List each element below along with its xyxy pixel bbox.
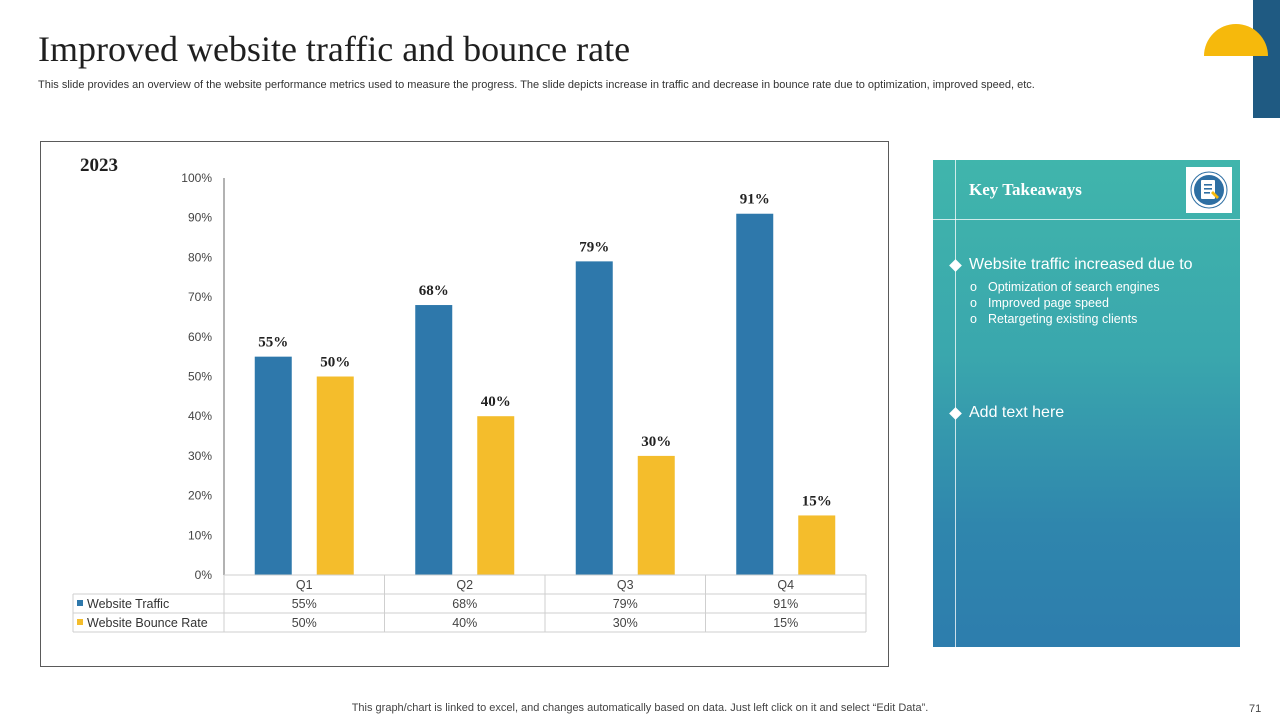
data-label: 68% — [419, 283, 449, 299]
bar-bounce-rate — [637, 455, 675, 575]
takeaways-title: Key Takeaways — [969, 180, 1082, 199]
takeaway-subpoint: o Retargeting existing clients — [970, 312, 1138, 326]
category-label: Q4 — [777, 578, 794, 592]
y-tick-label: 40% — [188, 409, 212, 423]
table-value: 55% — [292, 597, 317, 611]
data-label: 40% — [481, 394, 511, 410]
slide-title: Improved website traffic and bounce rate — [38, 29, 631, 69]
bar-bounce-rate — [477, 416, 515, 575]
point-diamond-icon — [949, 407, 962, 420]
sub-bullet: o — [970, 296, 977, 310]
table-value: 79% — [613, 597, 638, 611]
table-value: 40% — [452, 616, 477, 630]
legend-swatch — [77, 600, 83, 606]
takeaway-subpoint: o Improved page speed — [970, 296, 1109, 310]
bar-bounce-rate — [798, 515, 836, 575]
data-label: 30% — [641, 434, 671, 450]
table-value: 50% — [292, 616, 317, 630]
data-label: 50% — [320, 355, 350, 371]
table-value: 68% — [452, 597, 477, 611]
bar-traffic — [575, 261, 613, 575]
table-value: 15% — [773, 616, 798, 630]
bar-traffic — [736, 213, 774, 575]
category-label: Q2 — [456, 578, 473, 592]
page-number: 71 — [1249, 703, 1262, 715]
category-label: Q3 — [617, 578, 634, 592]
takeaway-subpoint: o Optimization of search engines — [970, 280, 1160, 294]
takeaway-point-1: Website traffic increased due to — [969, 256, 1193, 273]
chart-title: 2023 — [80, 155, 118, 176]
y-tick-label: 70% — [188, 290, 212, 304]
legend-label: Website Bounce Rate — [87, 616, 208, 630]
data-label: 91% — [740, 192, 770, 208]
bar-bounce-rate — [316, 376, 354, 575]
bar-chart[interactable]: 2023 0% 10% 20% 30% 40% 50% 60% 70% 80% 90% 100% 55%… — [41, 142, 890, 668]
y-tick-label: 90% — [188, 211, 212, 225]
corner-accent-bar — [1253, 0, 1280, 118]
point-diamond-icon — [949, 259, 962, 272]
data-label: 55% — [258, 335, 288, 351]
y-tick-label: 50% — [188, 370, 212, 384]
data-label: 15% — [802, 493, 832, 509]
y-tick-label: 10% — [188, 528, 212, 542]
data-label: 79% — [579, 239, 609, 255]
y-tick-label: 20% — [188, 489, 212, 503]
chart-footnote: This graph/chart is linked to excel, and… — [351, 702, 929, 714]
takeaway-point-2: Add text here — [969, 404, 1065, 421]
panel-vertical-line — [955, 160, 956, 647]
y-tick-label: 30% — [188, 449, 212, 463]
bar-traffic — [254, 356, 292, 575]
sub-bullet: o — [970, 312, 977, 326]
legend-swatch — [77, 619, 83, 625]
y-tick-label: 0% — [195, 568, 213, 582]
document-list-icon — [1186, 167, 1232, 213]
table-value: 91% — [773, 597, 798, 611]
y-tick-label: 100% — [181, 171, 212, 185]
y-tick-label: 80% — [188, 250, 212, 264]
y-tick-label: 60% — [188, 330, 212, 344]
bar-traffic — [415, 305, 453, 575]
chart-container[interactable]: 2023 0% 10% 20% 30% 40% 50% 60% 70% 80% 90% 100% 55%… — [40, 141, 889, 667]
panel-horizontal-line — [933, 219, 1240, 220]
slide-subtitle: This slide provides an overview of the w… — [38, 79, 1035, 91]
sub-bullet: o — [970, 280, 977, 294]
table-value: 30% — [613, 616, 638, 630]
key-takeaways-panel: Key Takeaways Website traffic increased … — [933, 160, 1240, 647]
legend-label: Website Traffic — [87, 597, 169, 611]
category-label: Q1 — [296, 578, 313, 592]
